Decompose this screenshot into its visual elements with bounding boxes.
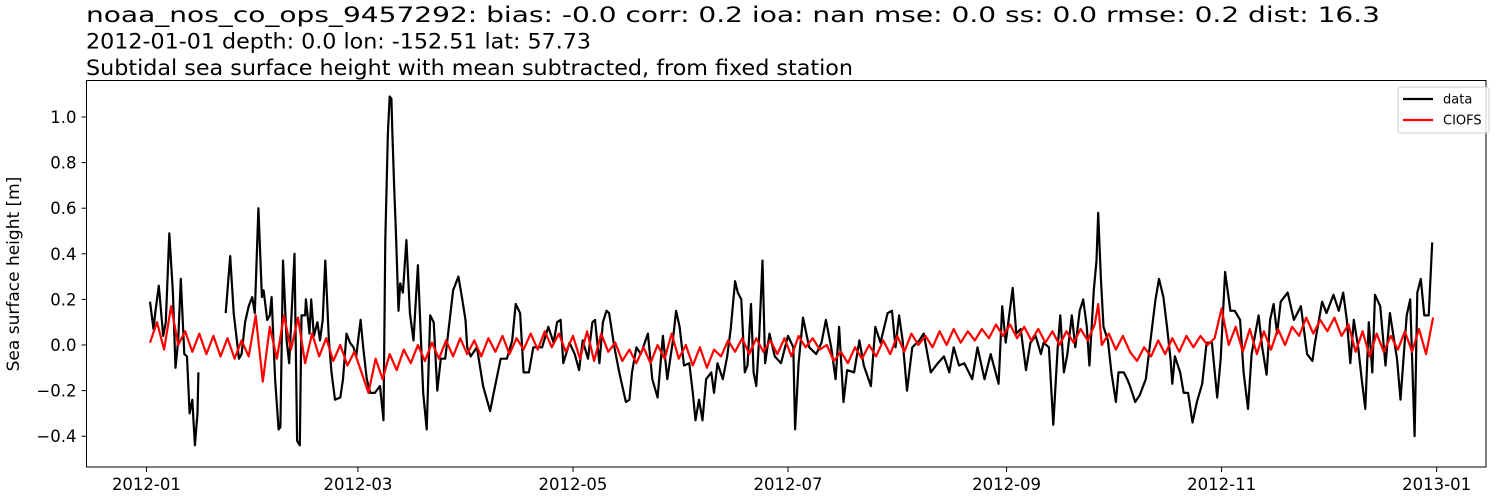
y-tick-label: 0.4 bbox=[50, 245, 76, 264]
y-tick-label: 1.0 bbox=[50, 108, 76, 127]
y-tick-label: 0.0 bbox=[50, 336, 76, 355]
y-tick-label: 0.2 bbox=[50, 290, 76, 309]
legend-label-ciofs: CIOFS bbox=[1443, 114, 1482, 129]
chart-title-line-3: Subtidal sea surface height with mean su… bbox=[86, 56, 853, 80]
x-axis: 2012-01 2012-03 2012-05 2012-07 2012-09 2012-… bbox=[112, 467, 1471, 494]
y-tick-label: 0.6 bbox=[50, 199, 76, 218]
series-line-data bbox=[148, 95, 1434, 447]
plot-frame bbox=[86, 80, 1487, 468]
legend: data CIOFS bbox=[1397, 86, 1490, 134]
x-tick-label: 2013-01 bbox=[1402, 475, 1471, 494]
chart-title-line-1: noaa_nos_co_ops_9457292: bias: -0.0 corr… bbox=[86, 3, 1380, 28]
series-line-ciofs bbox=[148, 302, 1435, 394]
y-tick-label: −0.2 bbox=[36, 382, 76, 401]
x-tick-label: 2012-09 bbox=[972, 475, 1041, 494]
x-tick-label: 2012-01 bbox=[112, 475, 181, 494]
y-axis: −0.4 −0.2 0.0 0.2 0.4 0.6 0.8 1.0 bbox=[36, 108, 87, 446]
x-tick-label: 2012-03 bbox=[323, 475, 392, 494]
chart-title-line-2: 2012-01-01 depth: 0.0 lon: -152.51 lat: … bbox=[86, 30, 591, 54]
y-tick-label: −0.4 bbox=[36, 427, 76, 446]
y-tick-label: 0.8 bbox=[50, 154, 76, 173]
x-tick-label: 2012-05 bbox=[538, 475, 607, 494]
x-tick-label: 2012-07 bbox=[754, 475, 823, 494]
series-layer bbox=[148, 95, 1435, 447]
y-axis-label: Sea surface height [m] bbox=[4, 177, 24, 372]
x-tick-label: 2012-11 bbox=[1187, 475, 1256, 494]
legend-label-data: data bbox=[1443, 93, 1472, 108]
